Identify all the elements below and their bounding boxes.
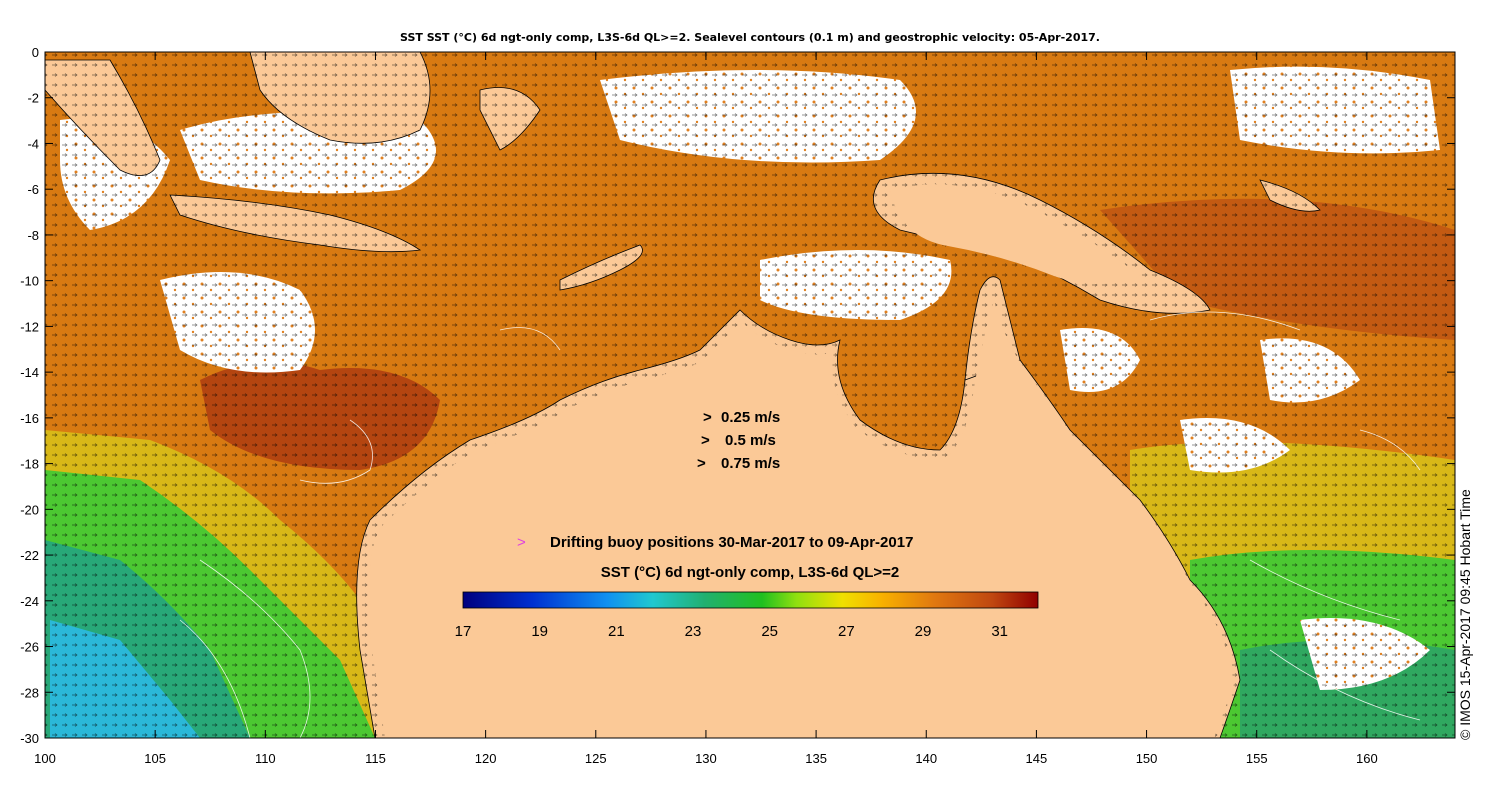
colorbar-tick-label: 19 bbox=[531, 623, 548, 640]
y-tick-label: -26 bbox=[20, 640, 39, 655]
colorbar-tick-label: 27 bbox=[838, 623, 855, 640]
x-tick-label: 150 bbox=[1136, 751, 1158, 766]
velocity-arrow-small: > bbox=[703, 409, 712, 426]
x-tick-label: 140 bbox=[915, 751, 937, 766]
plot-area bbox=[45, 52, 1455, 738]
colorbar-tick-label: 31 bbox=[991, 623, 1008, 640]
x-tick-label: 130 bbox=[695, 751, 717, 766]
y-tick-label: -10 bbox=[20, 274, 39, 289]
x-axis: 100 105 110 115 120 125 130 135 140 145 150 155 160 bbox=[34, 52, 1378, 766]
y-tick-label: -14 bbox=[20, 365, 39, 380]
velocity-legend: > 0.25 m/s > 0.5 m/s > 0.75 m/s bbox=[697, 409, 780, 472]
y-tick-label: -22 bbox=[20, 548, 39, 563]
y-tick-label: -28 bbox=[20, 685, 39, 700]
x-tick-label: 155 bbox=[1246, 751, 1268, 766]
colorbar-tick-label: 25 bbox=[761, 623, 778, 640]
colorbar-label: SST (°C) 6d ngt-only comp, L3S-6d QL>=2 bbox=[601, 564, 900, 581]
x-tick-label: 110 bbox=[255, 751, 276, 766]
x-tick-label: 125 bbox=[585, 751, 607, 766]
y-axis: 0 -2 -4 -6 -8 -10 -12 -14 -16 -18 -20 -22 -24 -26 -28 -… bbox=[20, 45, 1455, 746]
credit-text: © IMOS 15-Apr-2017 09:45 Hobart Time bbox=[1457, 489, 1473, 740]
x-tick-label: 135 bbox=[805, 751, 827, 766]
x-tick-label: 115 bbox=[365, 751, 386, 766]
x-tick-label: 145 bbox=[1026, 751, 1048, 766]
plot-frame bbox=[44, 51, 1456, 739]
y-tick-label: -4 bbox=[27, 136, 39, 151]
velocity-label-2: 0.75 m/s bbox=[721, 455, 780, 472]
velocity-arrow-large: > bbox=[697, 455, 706, 472]
x-tick-label: 100 bbox=[34, 751, 56, 766]
y-tick-label: -8 bbox=[27, 228, 39, 243]
colorbar-ticks: 17 19 21 23 25 27 29 31 bbox=[455, 623, 1008, 640]
buoy-marker-icon: > bbox=[517, 534, 526, 551]
colorbar-tick-label: 23 bbox=[685, 623, 702, 640]
y-tick-label: -30 bbox=[20, 731, 39, 746]
colorbar bbox=[462, 591, 1039, 609]
x-tick-label: 105 bbox=[144, 751, 166, 766]
y-tick-label: -6 bbox=[27, 182, 39, 197]
map-title: SST SST (°C) 6d ngt-only comp, L3S-6d QL… bbox=[400, 31, 1100, 44]
y-tick-label: -24 bbox=[20, 594, 39, 609]
y-tick-label: -20 bbox=[20, 502, 39, 517]
x-tick-label: 160 bbox=[1356, 751, 1378, 766]
y-tick-label: -16 bbox=[20, 411, 39, 426]
velocity-label-0: 0.25 m/s bbox=[721, 409, 780, 426]
colorbar-tick-label: 17 bbox=[455, 623, 472, 640]
y-tick-label: -18 bbox=[20, 457, 39, 472]
buoy-legend-text: Drifting buoy positions 30-Mar-2017 to 0… bbox=[550, 534, 913, 551]
velocity-label-1: 0.5 m/s bbox=[725, 432, 776, 449]
velocity-arrow-mid: > bbox=[701, 432, 710, 449]
x-tick-label: 120 bbox=[475, 751, 497, 766]
colorbar-tick-label: 21 bbox=[608, 623, 625, 640]
y-tick-label: -12 bbox=[20, 319, 39, 334]
sealevel-contours bbox=[179, 311, 1421, 738]
y-tick-label: -2 bbox=[27, 91, 39, 106]
y-tick-label: 0 bbox=[32, 45, 39, 60]
colorbar-tick-label: 29 bbox=[915, 623, 932, 640]
